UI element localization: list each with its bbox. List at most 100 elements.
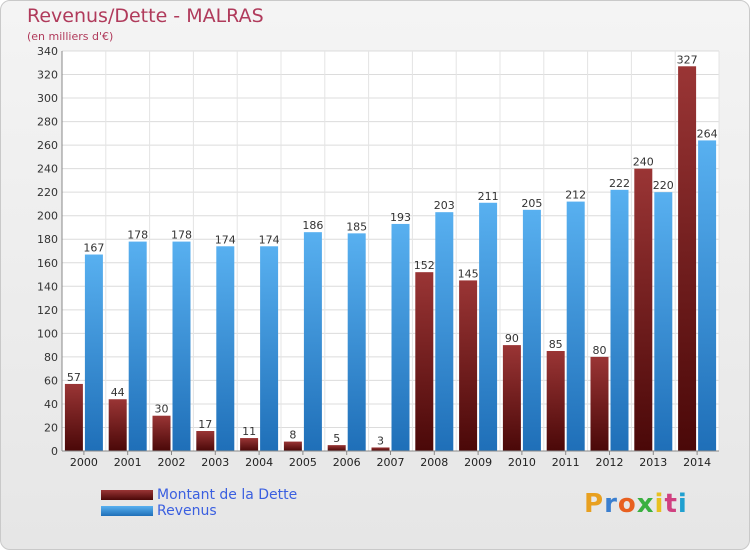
logo-letter: i	[677, 489, 688, 519]
x-tick-label: 2005	[289, 456, 317, 469]
data-label-revenus: 212	[565, 189, 586, 202]
y-tick-label: 240	[37, 163, 58, 176]
chart-subtitle: (en milliers d'€)	[27, 30, 114, 43]
data-label-revenus: 222	[609, 177, 630, 190]
bar-revenus	[347, 233, 366, 451]
axes: 0 20 40 60 80 100 120 140 160 180 200 220 240 260 280 3…	[37, 45, 719, 469]
data-label-dette: 145	[458, 267, 479, 280]
bar-revenus	[260, 246, 279, 451]
y-tick-label: 20	[44, 421, 58, 434]
bar-revenus	[172, 241, 191, 451]
bar-revenus	[303, 232, 322, 451]
y-tick-label: 300	[37, 92, 58, 105]
bar-revenus	[566, 201, 585, 451]
bar-dette	[502, 345, 521, 451]
bar-revenus	[84, 254, 103, 451]
bar-revenus	[610, 189, 629, 451]
legend-label-revenus: Revenus	[157, 503, 217, 519]
data-label-revenus: 220	[653, 179, 674, 192]
grid-lines	[61, 50, 720, 452]
x-tick-label: 2010	[508, 456, 536, 469]
data-label-revenus: 193	[390, 211, 411, 224]
chart-title: Revenus/Dette - MALRAS	[27, 5, 264, 27]
data-label-revenus: 186	[302, 219, 323, 232]
x-tick-label: 2008	[420, 456, 448, 469]
x-tick-label: 2000	[70, 456, 98, 469]
data-label-dette: 5	[333, 432, 340, 445]
bar-dette	[459, 280, 478, 451]
data-label-revenus: 174	[215, 233, 236, 246]
data-label-dette: 17	[198, 418, 212, 431]
y-tick-label: 180	[37, 233, 58, 246]
bar-revenus	[654, 192, 673, 452]
x-tick-label: 2006	[333, 456, 361, 469]
logo-letter: r	[604, 489, 618, 519]
data-label-revenus: 211	[478, 190, 499, 203]
bar-dette	[327, 445, 346, 451]
bar-revenus	[479, 202, 498, 451]
data-label-dette: 80	[593, 344, 607, 357]
bar-revenus	[698, 140, 717, 452]
x-tick-label: 2013	[639, 456, 667, 469]
bar-revenus	[391, 223, 410, 451]
data-label-dette: 57	[67, 371, 81, 384]
y-tick-label: 0	[51, 445, 58, 458]
y-tick-label: 220	[37, 186, 58, 199]
y-tick-label: 320	[37, 69, 58, 82]
bar-dette	[196, 431, 215, 451]
bar-dette	[678, 66, 697, 451]
y-tick-label: 120	[37, 304, 58, 317]
data-label-dette: 11	[242, 425, 256, 438]
logo-letter: o	[617, 489, 637, 519]
bar-dette	[371, 447, 390, 451]
bar-revenus	[216, 246, 235, 451]
data-label-dette: 8	[289, 429, 296, 442]
logo-letter: x	[636, 489, 655, 519]
bar-dette	[546, 351, 565, 451]
legend-swatch-revenus	[101, 506, 153, 516]
logo-letter: t	[664, 489, 678, 519]
proxiti-logo: Proxiti	[584, 489, 688, 519]
data-label-dette: 90	[505, 332, 519, 345]
y-tick-label: 80	[44, 351, 58, 364]
bar-dette	[240, 438, 259, 451]
y-tick-label: 40	[44, 398, 58, 411]
data-label-revenus: 185	[346, 220, 367, 233]
bars	[64, 66, 717, 452]
data-label-revenus: 174	[259, 233, 280, 246]
y-tick-label: 60	[44, 374, 58, 387]
y-tick-label: 260	[37, 139, 58, 152]
x-tick-label: 2014	[683, 456, 711, 469]
legend-label-dette: Montant de la Dette	[157, 487, 298, 503]
bar-dette	[590, 356, 609, 451]
data-label-revenus: 178	[171, 229, 192, 242]
bar-dette	[283, 441, 302, 451]
bar-revenus	[522, 209, 541, 451]
x-tick-label: 2003	[201, 456, 229, 469]
bar-dette	[634, 168, 653, 451]
x-tick-label: 2002	[158, 456, 186, 469]
x-tick-label: 2004	[245, 456, 273, 469]
data-labels: 57 167 44 178 30 178 17 174 11 174 8 186 5 185 3 193 152…	[67, 53, 718, 447]
y-tick-label: 100	[37, 327, 58, 340]
y-tick-label: 340	[37, 45, 58, 58]
y-tick-label: 200	[37, 210, 58, 223]
data-label-revenus: 203	[434, 199, 455, 212]
data-label-dette: 85	[549, 338, 563, 351]
y-tick-label: 160	[37, 257, 58, 270]
x-tick-label: 2012	[596, 456, 624, 469]
x-tick-label: 2009	[464, 456, 492, 469]
legend-swatch-dette	[101, 490, 153, 500]
y-tick-label: 140	[37, 280, 58, 293]
data-label-dette: 327	[677, 53, 698, 66]
bar-revenus	[435, 212, 454, 451]
data-label-dette: 44	[111, 386, 125, 399]
y-tick-label: 280	[37, 116, 58, 129]
bar-dette	[108, 399, 127, 451]
data-label-dette: 152	[414, 259, 435, 272]
logo-letter: i	[654, 489, 665, 519]
plot-area	[62, 51, 719, 451]
data-label-revenus: 264	[697, 127, 718, 140]
data-label-revenus: 178	[127, 229, 148, 242]
